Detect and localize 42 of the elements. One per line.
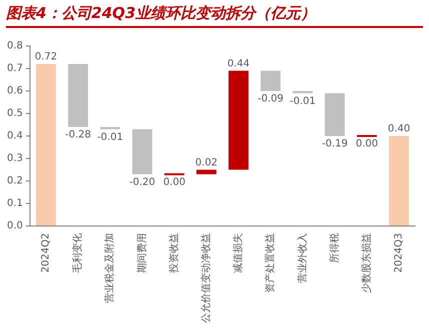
x-tick-label: 毛利变化	[72, 233, 84, 273]
y-tick-label: 0.6	[6, 86, 23, 97]
data-label: -0.09	[258, 94, 284, 105]
x-tick-label: 期间费用	[136, 233, 148, 273]
x-tick-label: 2024Q3	[394, 233, 405, 273]
x-tick-label: 减值损失	[232, 233, 244, 273]
data-label: 0.44	[227, 58, 250, 70]
y-tick-label: 0.8	[6, 40, 23, 52]
bar	[324, 93, 345, 136]
bar	[36, 64, 56, 226]
data-label: 0.00	[356, 138, 378, 150]
data-label: 0.02	[195, 157, 218, 168]
x-tick-label: 少数股东损益	[360, 233, 372, 293]
bar	[132, 129, 152, 174]
data-label: -0.20	[129, 176, 156, 188]
y-tick-label: 0.2	[6, 176, 23, 187]
data-label: -0.19	[322, 138, 348, 150]
x-tick-label: 公允价值变动净收益	[200, 233, 212, 323]
chart-title: 图表4：公司24Q3业绩环比变动拆分（亿元）	[6, 4, 423, 28]
y-tick-label: 0.5	[6, 108, 23, 120]
data-label: 0.00	[163, 176, 186, 188]
x-tick-label: 资产处置收益	[264, 233, 276, 293]
data-label: -0.01	[97, 132, 124, 143]
bar	[196, 170, 216, 174]
y-tick-label: 0.0	[6, 220, 23, 232]
data-label: 0.72	[34, 52, 58, 63]
y-tick-label: 0.3	[6, 153, 23, 164]
bar	[228, 70, 248, 170]
y-tick-label: 0.1	[6, 198, 23, 210]
data-label: -0.01	[290, 96, 316, 107]
bar	[389, 136, 409, 226]
x-tick-label: 营业税金及附加	[104, 233, 116, 303]
x-tick-label: 投资收益	[168, 233, 180, 274]
data-label: 0.40	[388, 124, 410, 135]
x-tick-label: 营业外收入	[296, 233, 308, 283]
y-tick-label: 0.7	[6, 63, 23, 74]
x-tick-label: 所得税	[328, 233, 340, 263]
data-label: -0.28	[65, 130, 91, 141]
bar	[260, 70, 281, 91]
y-tick-label: 0.4	[6, 130, 23, 142]
x-tick-label: 2024Q2	[40, 233, 52, 273]
bar	[68, 64, 88, 127]
